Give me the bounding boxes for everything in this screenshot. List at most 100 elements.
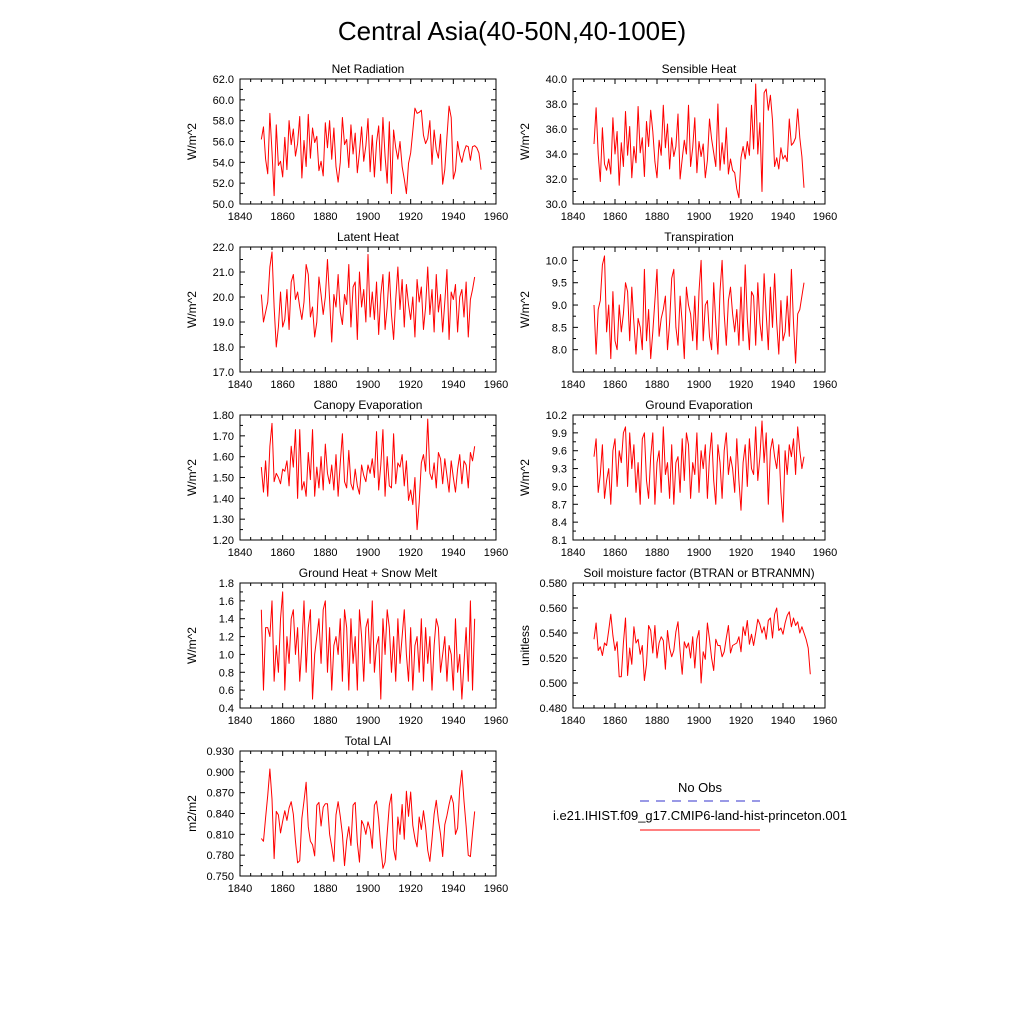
x-tick-label: 1940 [441, 379, 465, 391]
panel-soil-moisture-factor-btran-or-btranmn: Soil moisture factor (BTRAN or BTRANMN) u… [518, 566, 837, 727]
y-tick-label: 0.540 [539, 628, 567, 640]
y-axis-label: m2/m2 [185, 795, 199, 832]
x-tick-label: 1900 [356, 883, 380, 895]
x-tick-label: 1960 [813, 715, 837, 727]
panel-total-lai: Total LAI m2/m2 1840 1860 1880 1900 1920 1940 19… [185, 734, 508, 895]
y-tick-label: 0.930 [206, 746, 234, 758]
y-tick-label: 58.0 [213, 116, 234, 128]
y-tick-label: 20.0 [213, 292, 234, 304]
y-tick-label: 1.80 [213, 410, 234, 422]
y-tick-label: 0.4 [219, 703, 234, 715]
panel-net-radiation: Net Radiation W/m^2 1840 1860 1880 1900 1920 19… [185, 62, 508, 223]
panel-title: Total LAI [345, 734, 392, 748]
x-tick-label: 1960 [813, 379, 837, 391]
x-tick-label: 1840 [228, 211, 252, 223]
x-tick-label: 1900 [356, 211, 380, 223]
x-tick-label: 1860 [270, 379, 294, 391]
x-tick-label: 1940 [771, 379, 795, 391]
y-axis-label: W/m^2 [518, 123, 532, 160]
y-axis-label: W/m^2 [518, 459, 532, 496]
y-axis-label: W/m^2 [185, 123, 199, 160]
y-tick-label: 19.0 [213, 317, 234, 329]
y-tick-label: 1.60 [213, 452, 234, 464]
x-tick-label: 1840 [228, 883, 252, 895]
y-tick-label: 8.7 [552, 499, 567, 511]
y-tick-label: 36.0 [546, 124, 567, 136]
x-tick-label: 1920 [729, 379, 753, 391]
series-line-ground-evaporation [593, 420, 805, 523]
x-tick-label: 1860 [270, 715, 294, 727]
series-line-soil-moisture-factor-btran-or-btranmn [593, 607, 811, 684]
x-tick-label: 1880 [645, 715, 669, 727]
x-tick-label: 1920 [398, 883, 422, 895]
x-tick-label: 1960 [813, 211, 837, 223]
y-tick-label: 0.6 [219, 685, 234, 697]
x-tick-label: 1840 [561, 379, 585, 391]
x-tick-label: 1920 [398, 715, 422, 727]
y-axis-label: W/m^2 [518, 291, 532, 328]
x-tick-label: 1840 [561, 715, 585, 727]
panel-title: Transpiration [664, 230, 734, 244]
y-tick-label: 30.0 [546, 199, 567, 211]
x-tick-label: 1860 [270, 211, 294, 223]
y-tick-label: 10.2 [546, 410, 567, 422]
series-line-sensible-heat [593, 83, 805, 199]
x-tick-label: 1960 [484, 883, 508, 895]
y-tick-label: 1.8 [219, 578, 234, 590]
x-tick-label: 1860 [603, 211, 627, 223]
series-line-latent-heat [260, 251, 476, 348]
x-tick-label: 1880 [645, 379, 669, 391]
x-tick-label: 1840 [561, 211, 585, 223]
x-tick-label: 1840 [561, 547, 585, 559]
panel-title: Sensible Heat [662, 62, 737, 76]
x-tick-label: 1960 [813, 547, 837, 559]
series-line-net-radiation [260, 105, 482, 197]
x-tick-label: 1880 [313, 547, 337, 559]
y-tick-label: 18.0 [213, 342, 234, 354]
y-tick-label: 0.8 [219, 667, 234, 679]
figure-title: Central Asia(40-50N,40-100E) [338, 16, 686, 46]
x-tick-label: 1920 [398, 379, 422, 391]
x-tick-label: 1860 [603, 715, 627, 727]
panel-title: Net Radiation [332, 62, 405, 76]
legend-label-model: i.e21.IHIST.f09_g17.CMIP6-land-hist-prin… [553, 808, 847, 823]
y-tick-label: 1.70 [213, 431, 234, 443]
y-tick-label: 9.9 [552, 428, 567, 440]
y-tick-label: 0.750 [206, 871, 234, 883]
x-tick-label: 1840 [228, 547, 252, 559]
y-tick-label: 22.0 [213, 242, 234, 254]
y-axis-label: W/m^2 [185, 291, 199, 328]
y-tick-label: 1.6 [219, 596, 234, 608]
y-tick-label: 9.3 [552, 464, 567, 476]
y-tick-label: 52.0 [213, 178, 234, 190]
x-tick-label: 1860 [603, 547, 627, 559]
x-tick-label: 1880 [313, 379, 337, 391]
x-tick-label: 1900 [356, 715, 380, 727]
x-tick-label: 1940 [771, 211, 795, 223]
x-tick-label: 1940 [441, 547, 465, 559]
legend-label-obs: No Obs [678, 780, 723, 795]
x-tick-label: 1940 [771, 547, 795, 559]
x-tick-label: 1900 [356, 547, 380, 559]
panel-title: Soil moisture factor (BTRAN or BTRANMN) [583, 566, 814, 580]
y-tick-label: 1.4 [219, 614, 234, 626]
x-tick-label: 1920 [729, 547, 753, 559]
x-tick-label: 1940 [441, 883, 465, 895]
x-tick-label: 1940 [771, 715, 795, 727]
y-tick-label: 1.0 [219, 649, 234, 661]
panel-title: Canopy Evaporation [314, 398, 423, 412]
y-tick-label: 1.30 [213, 514, 234, 526]
y-tick-label: 0.780 [206, 850, 234, 862]
y-tick-label: 9.0 [552, 481, 567, 493]
series-line-canopy-evaporation [260, 418, 476, 531]
y-tick-label: 9.6 [552, 446, 567, 458]
y-tick-label: 54.0 [213, 157, 234, 169]
y-tick-label: 34.0 [546, 149, 567, 161]
y-tick-label: 17.0 [213, 367, 234, 379]
y-tick-label: 1.40 [213, 493, 234, 505]
y-tick-label: 8.0 [552, 345, 567, 357]
panel-sensible-heat: Sensible Heat W/m^2 1840 1860 1880 1900 1920 19… [518, 62, 837, 223]
x-tick-label: 1960 [484, 547, 508, 559]
y-tick-label: 10.0 [546, 255, 567, 267]
